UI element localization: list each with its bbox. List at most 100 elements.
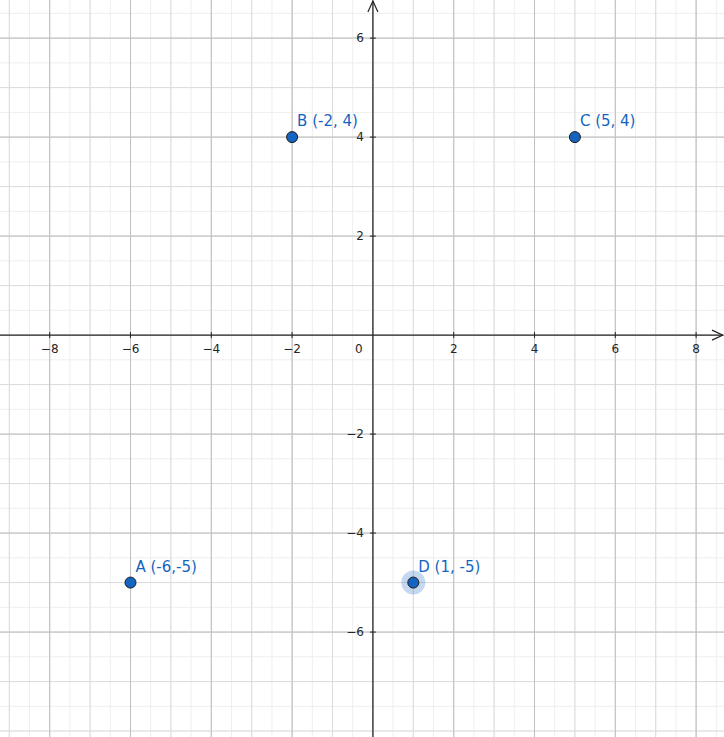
minor-grid-line [231, 0, 232, 737]
grid-line [130, 0, 131, 737]
minor-grid-line [494, 0, 495, 737]
minor-grid-line [574, 0, 575, 737]
unit-grid-line [615, 0, 616, 737]
x-tick [615, 332, 616, 338]
unit-grid-line [494, 0, 495, 737]
minor-grid-line [9, 0, 10, 737]
unit-grid-line [413, 0, 414, 737]
y-tick-label: −4 [346, 526, 364, 540]
point [408, 577, 419, 588]
x-tick [130, 332, 131, 338]
y-tick-label: 2 [356, 229, 364, 243]
x-tick-label: −8 [41, 342, 59, 356]
grid-line [453, 0, 454, 737]
y-tick [370, 38, 376, 39]
minor-grid-line [635, 0, 636, 737]
unit-grid-line [372, 0, 373, 737]
x-axis-arrow [712, 330, 723, 340]
point-label: A (-6,-5) [135, 558, 196, 576]
unit-grid-line [9, 0, 10, 737]
minor-grid-line [433, 0, 434, 737]
axes [0, 1, 723, 737]
unit-grid-line [574, 0, 575, 737]
background [0, 0, 724, 737]
x-tick-label: 0 [355, 342, 363, 356]
minor-grid-line [49, 0, 50, 737]
y-tick [370, 434, 376, 435]
y-tick [370, 533, 376, 534]
minor-grid-line [251, 0, 252, 737]
x-tick-label: −4 [202, 342, 220, 356]
x-tick [534, 332, 535, 338]
minor-grid-line [271, 0, 272, 737]
y-axis-arrow [368, 1, 378, 12]
minor-grid [0, 0, 724, 737]
minor-grid-line [372, 0, 373, 737]
y-tick-label: −6 [346, 625, 364, 639]
point-labels: A (-6,-5)B (-2, 4)C (5, 4)D (1, -5) [135, 112, 635, 575]
minor-grid-line [716, 0, 717, 737]
grid-line [211, 0, 212, 737]
y-tick-label: −2 [346, 427, 364, 441]
x-tick-label: 2 [450, 342, 458, 356]
grid-line [534, 0, 535, 737]
grid-line [615, 0, 616, 737]
y-tick [370, 236, 376, 237]
x-tick-label: −2 [283, 342, 301, 356]
y-tick [370, 137, 376, 138]
x-tick [292, 332, 293, 338]
minor-grid-line [312, 0, 313, 737]
minor-grid-line [110, 0, 111, 737]
y-axis [372, 1, 373, 737]
x-tick-label: −6 [122, 342, 140, 356]
point-label: B (-2, 4) [297, 112, 358, 130]
x-tick-label: 8 [692, 342, 700, 356]
minor-grid-line [191, 0, 192, 737]
minor-grid-line [595, 0, 596, 737]
minor-grid-line [453, 0, 454, 737]
x-tick [49, 332, 50, 338]
points [125, 132, 580, 595]
minor-grid-line [211, 0, 212, 737]
chart-root: −8−6−4−202468−6−4−2246A (-6,-5)B (-2, 4)… [0, 0, 724, 737]
x-tick [696, 332, 697, 338]
unit-grid-line [292, 0, 293, 737]
minor-grid-line [675, 0, 676, 737]
y-tick-label: 4 [356, 130, 364, 144]
tick-labels: −8−6−4−202468−6−4−2246 [41, 31, 700, 639]
minor-grid-line [473, 0, 474, 737]
point [125, 577, 136, 588]
unit-grid-line [453, 0, 454, 737]
point [287, 132, 298, 143]
minor-grid-line [29, 0, 30, 737]
unit-grid-line [655, 0, 656, 737]
unit-grid-line [49, 0, 50, 737]
unit-grid-line [170, 0, 171, 737]
x-tick-label: 6 [611, 342, 619, 356]
x-tick [211, 332, 212, 338]
grid-line [49, 0, 50, 737]
unit-grid-line [90, 0, 91, 737]
major-grid [0, 0, 724, 737]
y-tick [370, 632, 376, 633]
unit-grid [0, 0, 724, 737]
minor-grid-line [170, 0, 171, 737]
minor-grid-line [130, 0, 131, 737]
grid-line [292, 0, 293, 737]
point [569, 132, 580, 143]
minor-grid-line [69, 0, 70, 737]
grid-line [372, 0, 373, 737]
unit-grid-line [332, 0, 333, 737]
unit-grid-line [130, 0, 131, 737]
unit-grid-line [534, 0, 535, 737]
minor-grid-line [393, 0, 394, 737]
unit-grid-line [251, 0, 252, 737]
minor-grid-line [655, 0, 656, 737]
chart: −8−6−4−202468−6−4−2246A (-6,-5)B (-2, 4)… [0, 0, 724, 737]
minor-grid-line [534, 0, 535, 737]
minor-grid-line [696, 0, 697, 737]
y-tick-label: 6 [356, 31, 364, 45]
grid-line [696, 0, 697, 737]
minor-grid-line [554, 0, 555, 737]
minor-grid-line [514, 0, 515, 737]
